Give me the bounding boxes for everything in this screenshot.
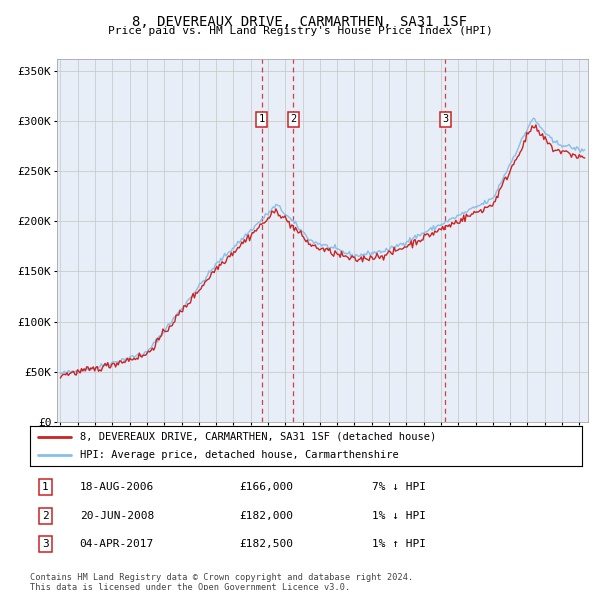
Text: 3: 3 (442, 114, 448, 124)
Text: 1: 1 (259, 114, 265, 124)
Text: £166,000: £166,000 (240, 482, 294, 492)
Text: 2: 2 (290, 114, 296, 124)
Text: 20-JUN-2008: 20-JUN-2008 (80, 511, 154, 520)
Text: 3: 3 (42, 539, 49, 549)
Text: 1% ↑ HPI: 1% ↑ HPI (372, 539, 426, 549)
Text: 18-AUG-2006: 18-AUG-2006 (80, 482, 154, 492)
Text: 04-APR-2017: 04-APR-2017 (80, 539, 154, 549)
Text: This data is licensed under the Open Government Licence v3.0.: This data is licensed under the Open Gov… (30, 583, 350, 590)
Text: HPI: Average price, detached house, Carmarthenshire: HPI: Average price, detached house, Carm… (80, 450, 398, 460)
Text: £182,500: £182,500 (240, 539, 294, 549)
Text: 8, DEVEREAUX DRIVE, CARMARTHEN, SA31 1SF (detached house): 8, DEVEREAUX DRIVE, CARMARTHEN, SA31 1SF… (80, 432, 436, 442)
Text: Contains HM Land Registry data © Crown copyright and database right 2024.: Contains HM Land Registry data © Crown c… (30, 573, 413, 582)
Text: 7% ↓ HPI: 7% ↓ HPI (372, 482, 426, 492)
Text: 2: 2 (42, 511, 49, 520)
Text: Price paid vs. HM Land Registry's House Price Index (HPI): Price paid vs. HM Land Registry's House … (107, 26, 493, 36)
Text: 8, DEVEREAUX DRIVE, CARMARTHEN, SA31 1SF: 8, DEVEREAUX DRIVE, CARMARTHEN, SA31 1SF (133, 15, 467, 30)
Text: 1% ↓ HPI: 1% ↓ HPI (372, 511, 426, 520)
Text: 1: 1 (42, 482, 49, 492)
Text: £182,000: £182,000 (240, 511, 294, 520)
